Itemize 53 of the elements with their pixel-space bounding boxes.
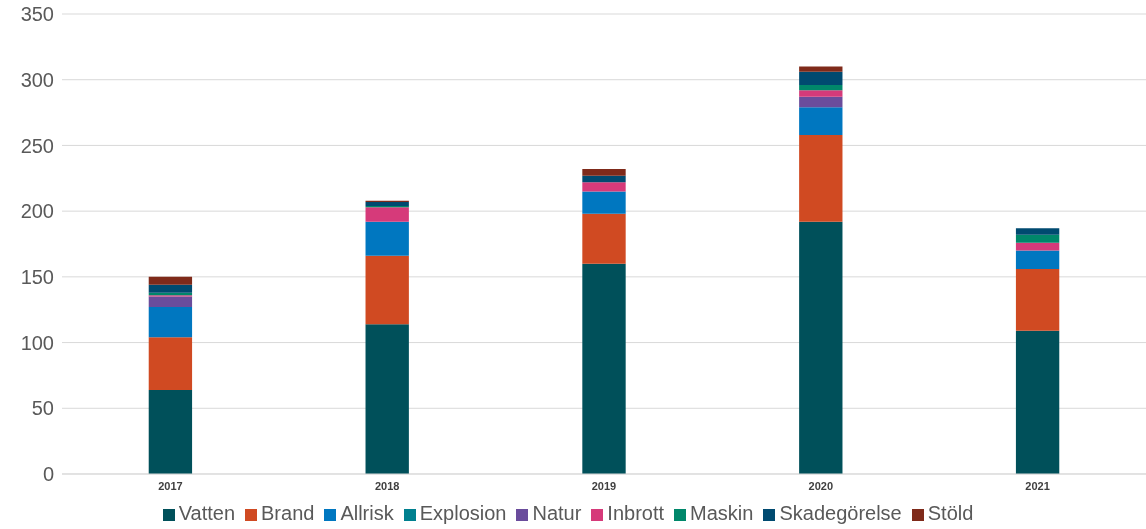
legend-label: Inbrott [607, 502, 665, 524]
legend-label: Vatten [178, 502, 236, 524]
bar [799, 107, 843, 135]
legend-label: Explosion [419, 502, 507, 524]
legend-label: Allrisk [340, 502, 394, 524]
bar [799, 84, 843, 91]
bar [148, 284, 193, 293]
bar [799, 221, 843, 474]
bar [148, 389, 193, 474]
x-tick-label: 2020 [808, 479, 834, 492]
x-tick-label: 2021 [1025, 479, 1050, 492]
bar [1015, 242, 1060, 251]
x-tick-label: 2017 [158, 479, 183, 492]
x-tick-label: 2018 [374, 479, 400, 492]
bar [582, 213, 626, 264]
bar [1015, 330, 1060, 474]
bar [148, 307, 193, 338]
bar [365, 221, 409, 256]
legend-label: Stöld [927, 502, 974, 524]
bar [148, 276, 193, 285]
bar [582, 175, 626, 183]
y-tick-label: 50 [31, 397, 54, 420]
legend-label: Natur [532, 502, 582, 524]
y-tick-label: 300 [20, 68, 54, 91]
bar [365, 201, 409, 206]
bar [582, 191, 626, 214]
x-tick-label: 2019 [591, 479, 617, 492]
bar [1015, 234, 1060, 243]
y-tick-label: 350 [20, 3, 54, 26]
y-tick-label: 100 [20, 331, 54, 354]
bar [582, 263, 626, 474]
bar [148, 296, 193, 308]
legend-label: Brand [261, 502, 315, 524]
bar [799, 134, 843, 222]
bar [799, 90, 843, 97]
bar [365, 255, 409, 325]
legend-label: Maskin [690, 502, 754, 524]
y-tick-label: 200 [20, 200, 54, 223]
bar [582, 182, 626, 192]
bar [1015, 268, 1060, 331]
y-tick-label: 150 [20, 265, 54, 288]
bar [799, 66, 843, 72]
legend-label: Skadegörelse [779, 502, 902, 524]
bar [799, 71, 843, 85]
y-tick-label: 250 [20, 134, 54, 157]
bar [365, 324, 409, 474]
bar [1015, 228, 1060, 235]
bar [582, 169, 626, 176]
bar [1015, 250, 1060, 269]
bar [365, 207, 409, 222]
bar [799, 96, 843, 108]
bar [148, 337, 193, 390]
y-tick-label: 0 [42, 463, 54, 486]
